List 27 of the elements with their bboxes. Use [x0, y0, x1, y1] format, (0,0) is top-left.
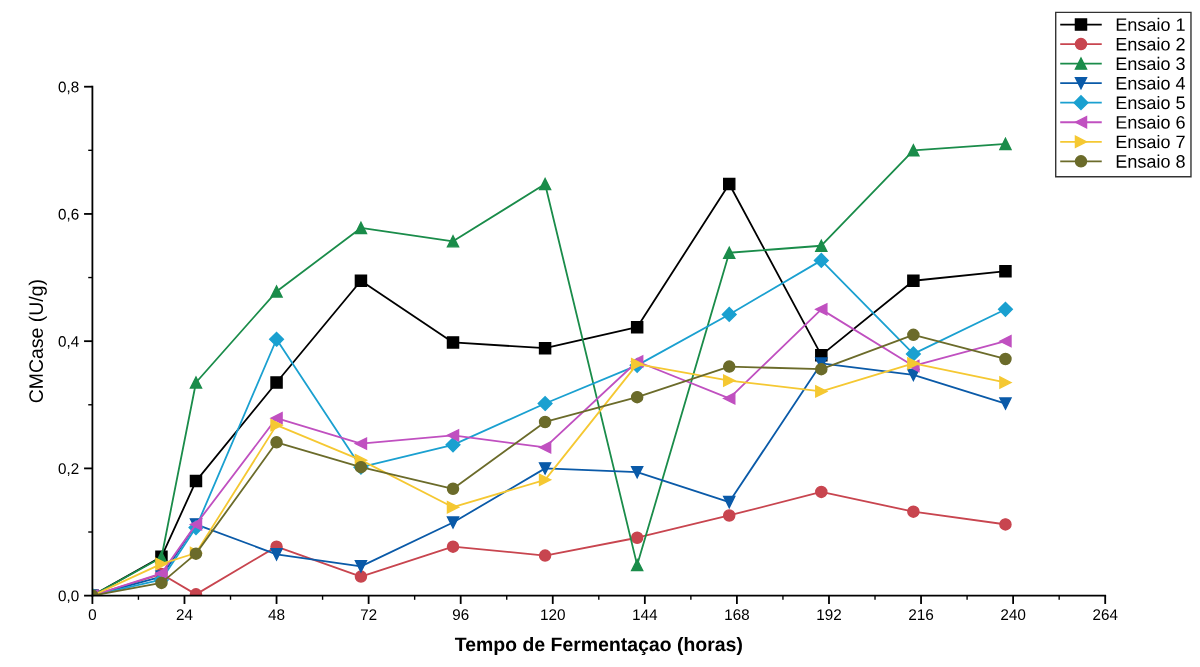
x-tick-label: 168 — [725, 609, 749, 621]
x-tick-label: 240 — [1001, 609, 1026, 621]
x-tick-label: 264 — [1093, 609, 1118, 621]
x-tick-label: 216 — [909, 609, 934, 621]
legend-label: Ensaio 8 — [1116, 154, 1185, 168]
y-tick-label: 0,2 — [58, 463, 79, 476]
y-tick-label: 0,8 — [58, 81, 79, 95]
x-tick-label: 192 — [817, 609, 841, 621]
y-axis-title: CMCase (U/g) — [28, 280, 47, 403]
x-tick-label: 48 — [268, 609, 285, 621]
legend-label: Ensaio 7 — [1116, 135, 1185, 149]
legend-label: Ensaio 2 — [1116, 37, 1185, 51]
legend-label: Ensaio 3 — [1116, 56, 1185, 71]
x-tick-label: 0 — [88, 609, 97, 621]
x-tick-label: 120 — [541, 609, 565, 621]
x-axis-title: Tempo de Fermentaçao (horas) — [454, 636, 742, 656]
y-tick-label: 0,4 — [58, 336, 79, 349]
x-tick-label: 96 — [452, 609, 469, 621]
legend-label: Ensaio 4 — [1116, 76, 1186, 90]
legend-label: Ensaio 5 — [1116, 95, 1185, 110]
x-tick-label: 72 — [360, 609, 377, 620]
legend-label: Ensaio 1 — [1116, 17, 1185, 32]
x-tick-label: 24 — [176, 609, 193, 620]
x-tick-label: 144 — [633, 609, 658, 620]
y-tick-label: 0,0 — [58, 590, 79, 604]
y-tick-label: 0,6 — [58, 208, 79, 222]
legend-label: Ensaio 6 — [1116, 115, 1185, 129]
